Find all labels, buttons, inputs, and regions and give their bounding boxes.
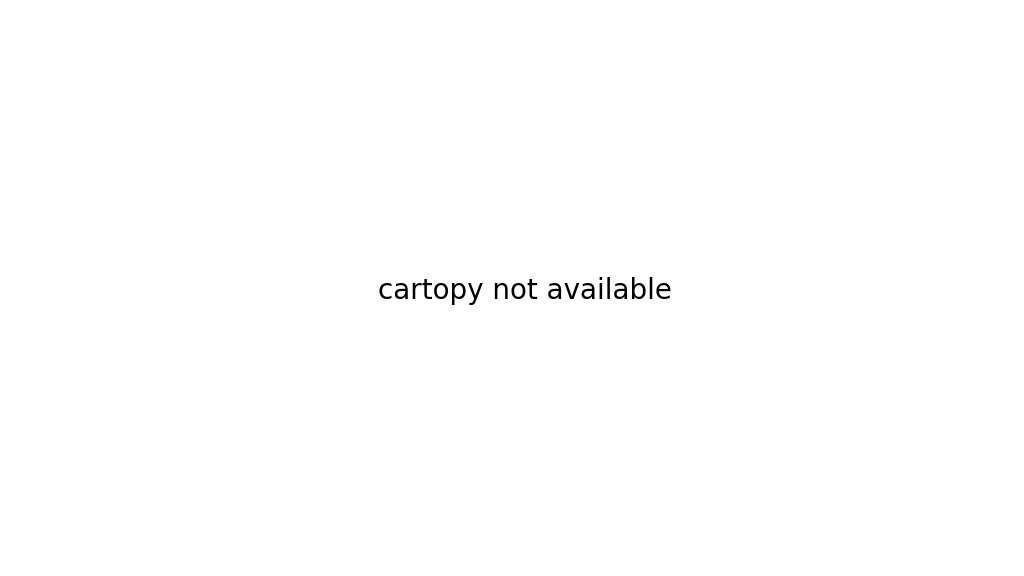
Text: cartopy not available: cartopy not available [378,277,672,305]
